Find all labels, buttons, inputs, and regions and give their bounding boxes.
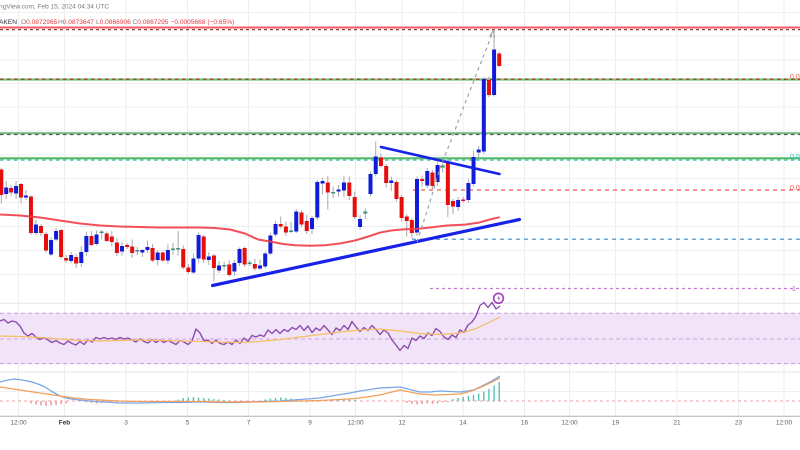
svg-text:0.0: 0.0 bbox=[790, 154, 800, 161]
svg-text:12:00: 12:00 bbox=[776, 420, 793, 427]
svg-text:19: 19 bbox=[612, 420, 620, 427]
svg-text:12:00: 12:00 bbox=[10, 420, 27, 427]
svg-text:AKEN: AKEN bbox=[0, 19, 17, 26]
svg-text:12: 12 bbox=[398, 420, 406, 427]
svg-text:H0.0873647: H0.0873647 bbox=[58, 19, 94, 26]
svg-text:0.0: 0.0 bbox=[790, 185, 800, 192]
svg-text:O0.0872965: O0.0872965 bbox=[21, 19, 58, 26]
svg-text:12:00: 12:00 bbox=[347, 420, 364, 427]
svg-text:−0.0005668 (−0.65%): −0.0005668 (−0.65%) bbox=[171, 19, 235, 26]
svg-text:ngView.com, Feb 15, 2024 04:34: ngView.com, Feb 15, 2024 04:34 UTC bbox=[0, 4, 109, 11]
svg-text:14: 14 bbox=[459, 420, 467, 427]
svg-text:23: 23 bbox=[735, 420, 743, 427]
svg-text:9: 9 bbox=[308, 420, 312, 427]
svg-text:Feb: Feb bbox=[59, 420, 71, 427]
svg-text:3: 3 bbox=[124, 420, 128, 427]
svg-text:16: 16 bbox=[521, 420, 529, 427]
svg-text:L0.0866906: L0.0866906 bbox=[96, 19, 131, 26]
svg-text:C0.0867295: C0.0867295 bbox=[133, 19, 169, 26]
svg-text:5: 5 bbox=[186, 420, 190, 427]
svg-text:12:00: 12:00 bbox=[561, 420, 578, 427]
svg-text:1: 1 bbox=[792, 286, 796, 293]
svg-text:21: 21 bbox=[673, 420, 681, 427]
svg-text:7: 7 bbox=[247, 420, 251, 427]
svg-text:0.0: 0.0 bbox=[790, 74, 800, 81]
